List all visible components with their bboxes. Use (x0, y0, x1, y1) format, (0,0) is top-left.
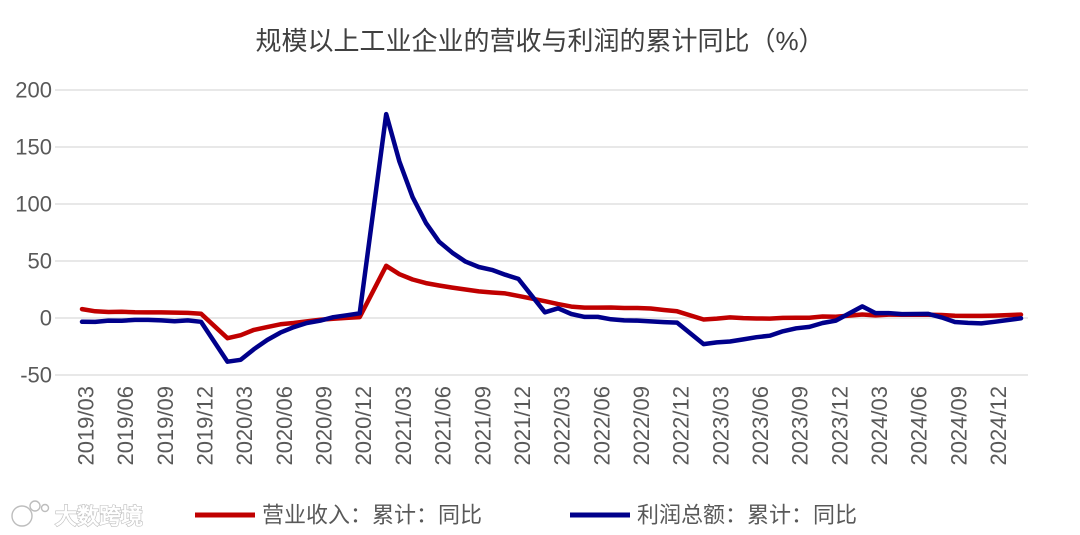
y-tick-label: 150 (15, 135, 52, 160)
x-tick-label: 2023/06 (748, 386, 773, 466)
watermark-text: 大数跨境 (55, 504, 143, 529)
x-tick-label: 2021/12 (510, 386, 535, 466)
x-tick-label: 2021/09 (470, 386, 495, 466)
watermark-logo-icon (11, 500, 50, 527)
y-axis-tick-labels: -50 0 50 100 150 200 (15, 78, 52, 388)
legend-label: 利润总额：累计：同比 (637, 503, 857, 528)
legend-item: 营业收入：累计：同比 (195, 503, 482, 528)
x-axis-tick-labels: 2019/03 2019/06 2019/09 2019/12 2020/03 2020/… (74, 386, 1012, 466)
x-tick-label: 2023/03 (708, 386, 733, 466)
gridlines (55, 89, 1028, 376)
x-tick-label: 2020/12 (351, 386, 376, 466)
profit-series-line (79, 111, 1024, 364)
x-tick-label: 2021/03 (391, 386, 416, 466)
legend: 营业收入：累计：同比 利润总额：累计：同比 (195, 503, 857, 528)
watermark: 大数跨境 (11, 500, 144, 530)
x-tick-label: 2022/12 (669, 386, 694, 466)
legend-label: 营业收入：累计：同比 (262, 503, 482, 528)
x-tick-label: 2019/06 (113, 386, 138, 466)
x-tick-label: 2023/09 (788, 386, 813, 466)
x-tick-label: 2024/06 (907, 386, 932, 466)
x-tick-label: 2020/03 (232, 386, 257, 466)
y-tick-label: 100 (15, 192, 52, 217)
y-tick-label: 50 (28, 249, 52, 274)
chart-title: 规模以上工业企业的营收与利润的累计同比（%） (255, 26, 824, 56)
x-tick-label: 2022/09 (629, 386, 654, 466)
x-tick-label: 2020/06 (272, 386, 297, 466)
y-tick-label: -50 (20, 363, 52, 388)
x-tick-label: 2023/12 (827, 386, 852, 466)
x-tick-label: 2024/09 (946, 386, 971, 466)
x-tick-label: 2019/09 (153, 386, 178, 466)
y-tick-label: 200 (15, 78, 52, 103)
x-tick-label: 2024/03 (867, 386, 892, 466)
x-tick-label: 2019/03 (74, 386, 99, 466)
y-tick-label: 0 (40, 306, 52, 331)
x-tick-label: 2020/09 (312, 386, 337, 466)
series-lines (79, 111, 1024, 364)
legend-item: 利润总额：累计：同比 (570, 503, 857, 528)
revenue-series-line (79, 263, 1024, 341)
x-tick-label: 2022/06 (589, 386, 614, 466)
x-tick-label: 2024/12 (986, 386, 1011, 466)
x-tick-label: 2021/06 (431, 386, 456, 466)
x-tick-label: 2022/03 (550, 386, 575, 466)
x-tick-label: 2019/12 (193, 386, 218, 466)
